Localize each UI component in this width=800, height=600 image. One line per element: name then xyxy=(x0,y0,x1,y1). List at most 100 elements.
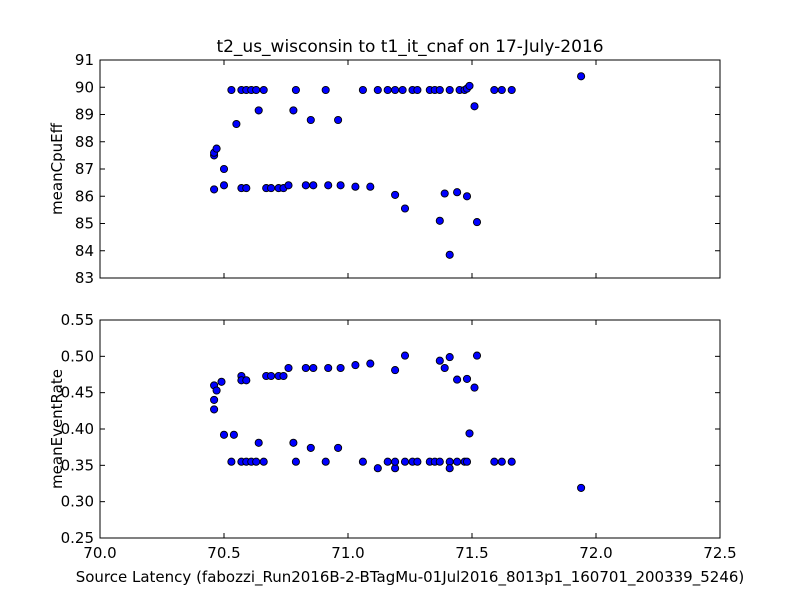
data-point xyxy=(577,72,586,81)
cpu-eff-frame xyxy=(99,59,721,279)
data-point xyxy=(462,374,472,383)
data-point xyxy=(400,457,410,466)
data-point xyxy=(373,85,382,95)
data-point xyxy=(242,184,251,193)
y-tick-label: 0.35 xyxy=(61,456,94,474)
data-point xyxy=(267,371,276,381)
y-tick-label: 83 xyxy=(75,269,94,287)
data-point xyxy=(391,457,400,466)
data-point xyxy=(284,363,293,373)
data-point xyxy=(334,115,343,125)
data-point xyxy=(351,182,360,191)
data-point xyxy=(472,218,482,227)
data-point xyxy=(267,184,276,193)
data-point xyxy=(306,115,315,125)
data-point xyxy=(309,363,318,373)
data-point xyxy=(259,457,268,466)
data-point xyxy=(227,85,236,95)
y-axis-label: meanCpuEff xyxy=(48,122,66,215)
y-tick-label: 0.55 xyxy=(61,311,94,329)
y-tick-label: 0.30 xyxy=(61,493,94,511)
y-tick-label: 84 xyxy=(75,242,94,260)
data-point xyxy=(383,457,392,466)
y-tick-label: 90 xyxy=(75,78,94,96)
data-point xyxy=(291,85,300,95)
data-point xyxy=(366,182,375,191)
y-tick-label: 86 xyxy=(75,187,94,205)
data-point xyxy=(507,457,516,466)
data-point xyxy=(358,85,367,95)
data-point xyxy=(398,85,407,95)
x-axis-label: Source Latency (fabozzi_Run2016B-2-BTagM… xyxy=(76,568,745,587)
cpu-eff-panel: 83 84 85 86 87 88 89 90 91 meanCpuEff xyxy=(48,51,721,287)
data-point xyxy=(210,405,219,414)
data-point xyxy=(291,457,300,466)
data-point xyxy=(453,375,462,384)
data-point xyxy=(453,188,462,197)
y-axis-label: meanEventRate xyxy=(48,369,66,489)
data-point xyxy=(391,366,400,375)
y-tick-label: 0.25 xyxy=(61,529,94,547)
data-point xyxy=(301,363,310,373)
data-point xyxy=(252,85,261,95)
data-point xyxy=(254,106,263,115)
cpu-eff-plot-area xyxy=(100,60,720,278)
data-point xyxy=(219,181,229,190)
data-point xyxy=(309,181,318,190)
data-point xyxy=(462,457,472,466)
x-tick-label: 70.5 xyxy=(207,544,240,562)
data-point xyxy=(465,429,474,438)
y-tick-label: 88 xyxy=(75,133,94,151)
data-point xyxy=(490,85,499,95)
data-point xyxy=(445,85,454,95)
chart-title: t2_us_wisconsin to t1_it_cnaf on 17-July… xyxy=(216,37,603,57)
x-tick-label: 72.0 xyxy=(579,544,612,562)
data-point xyxy=(336,181,345,190)
chart-panels: 83 84 85 86 87 88 89 90 91 meanCpuEff 0.25 0.30 0.35… xyxy=(48,51,737,562)
x-tick-label: 70.0 xyxy=(83,544,116,562)
data-point xyxy=(400,204,410,213)
data-point xyxy=(336,363,345,373)
data-point xyxy=(440,189,449,198)
data-point xyxy=(242,376,251,385)
data-point xyxy=(229,430,238,439)
y-tick-label: 89 xyxy=(75,106,94,124)
data-point xyxy=(284,181,293,190)
event-rate-panel: 0.25 0.30 0.35 0.40 0.45 0.50 0.55 70.0 70.5 71.0… xyxy=(48,311,737,562)
data-point xyxy=(400,351,410,360)
data-point xyxy=(435,356,444,365)
data-point xyxy=(373,464,382,473)
data-point xyxy=(470,383,479,392)
data-point xyxy=(445,250,454,259)
data-point xyxy=(289,106,298,115)
data-point xyxy=(413,85,422,95)
data-point xyxy=(259,85,268,95)
data-point xyxy=(210,185,219,194)
x-tick-label: 71.5 xyxy=(455,544,488,562)
event-rate-frame xyxy=(99,319,721,539)
y-tick-label: 0.45 xyxy=(61,384,94,402)
data-point xyxy=(219,430,229,439)
data-point xyxy=(435,85,444,95)
data-point xyxy=(252,457,261,466)
data-point xyxy=(445,464,454,473)
data-point xyxy=(413,457,422,466)
data-point xyxy=(490,457,499,466)
data-point xyxy=(306,443,315,452)
data-point xyxy=(334,443,343,452)
data-point xyxy=(219,164,229,174)
data-point xyxy=(279,371,288,381)
data-point xyxy=(445,353,454,362)
data-point xyxy=(497,85,506,95)
data-point xyxy=(210,395,219,404)
data-point xyxy=(212,144,221,153)
x-tick-label: 72.5 xyxy=(703,544,736,562)
data-point xyxy=(507,85,516,95)
data-point xyxy=(358,457,367,466)
y-tick-label: 0.50 xyxy=(61,347,94,365)
y-tick-label: 91 xyxy=(75,51,94,69)
data-point xyxy=(472,351,482,360)
data-point xyxy=(440,363,449,373)
event-rate-plot-area xyxy=(100,320,720,538)
data-point xyxy=(470,102,479,111)
